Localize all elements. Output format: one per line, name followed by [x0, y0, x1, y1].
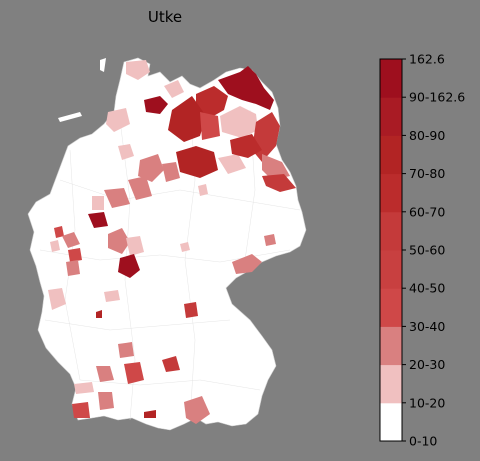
region: [264, 234, 276, 246]
legend-tick-label: 10-20: [409, 395, 445, 410]
region: [98, 392, 114, 410]
island: [58, 112, 82, 122]
legend-tick-label: 70-80: [409, 166, 445, 181]
region: [218, 154, 246, 174]
region: [104, 290, 120, 302]
region: [184, 302, 198, 318]
legend-bin: [380, 97, 402, 136]
island: [100, 58, 106, 72]
region: [138, 154, 164, 182]
region: [126, 236, 144, 256]
legend-bin: [380, 326, 402, 366]
region: [104, 188, 130, 208]
region: [144, 96, 168, 114]
legend-bin: [380, 402, 402, 442]
region: [72, 402, 90, 418]
legend-tick-label: 40-50: [409, 281, 445, 296]
region: [92, 196, 104, 210]
region: [164, 80, 184, 98]
legend-tick-label: 162.6: [409, 52, 445, 67]
region: [162, 356, 180, 372]
region: [118, 254, 140, 278]
choropleth-regions: [48, 60, 296, 424]
region: [118, 342, 134, 358]
region: [108, 228, 130, 254]
legend-tick-label: 30-40: [409, 319, 445, 334]
legend-tick-label: 60-70: [409, 204, 445, 219]
legend-tick-label: 80-90: [409, 128, 445, 143]
region: [232, 254, 262, 274]
region: [162, 162, 180, 182]
legend-tick-label: 0-10: [409, 434, 437, 449]
region: [128, 176, 152, 200]
region: [230, 134, 262, 158]
legend-bin: [380, 288, 402, 327]
legend-bin: [380, 364, 402, 404]
region: [184, 396, 210, 424]
legend-bin: [380, 135, 402, 175]
region: [62, 232, 80, 248]
legend-tick-label: 20-30: [409, 357, 445, 372]
region: [176, 146, 218, 178]
region: [88, 212, 108, 228]
region: [68, 248, 82, 262]
region: [48, 288, 66, 310]
region: [124, 362, 144, 384]
region: [106, 108, 130, 132]
region: [54, 226, 64, 238]
region: [144, 410, 156, 418]
region: [96, 310, 102, 318]
region: [218, 66, 274, 110]
region: [196, 86, 228, 118]
region: [262, 154, 290, 180]
map-title: Utke: [147, 8, 183, 26]
region: [198, 184, 208, 196]
region: [118, 144, 134, 160]
region: [126, 60, 150, 80]
region: [74, 382, 94, 394]
legend-bin: [380, 59, 402, 98]
legend-bin: [380, 173, 402, 213]
region: [200, 112, 220, 140]
legend-tick-label: 90-162.6: [409, 90, 465, 105]
region: [220, 106, 258, 138]
germany-choropleth-map: [27, 57, 307, 431]
region: [262, 174, 296, 192]
legend-bin: [380, 250, 402, 289]
region: [180, 242, 190, 252]
region: [96, 366, 114, 382]
region: [168, 96, 206, 142]
legend-bin: [380, 211, 402, 251]
region: [50, 240, 60, 252]
legend-tick-label: 50-60: [409, 243, 445, 258]
region: [66, 260, 80, 276]
